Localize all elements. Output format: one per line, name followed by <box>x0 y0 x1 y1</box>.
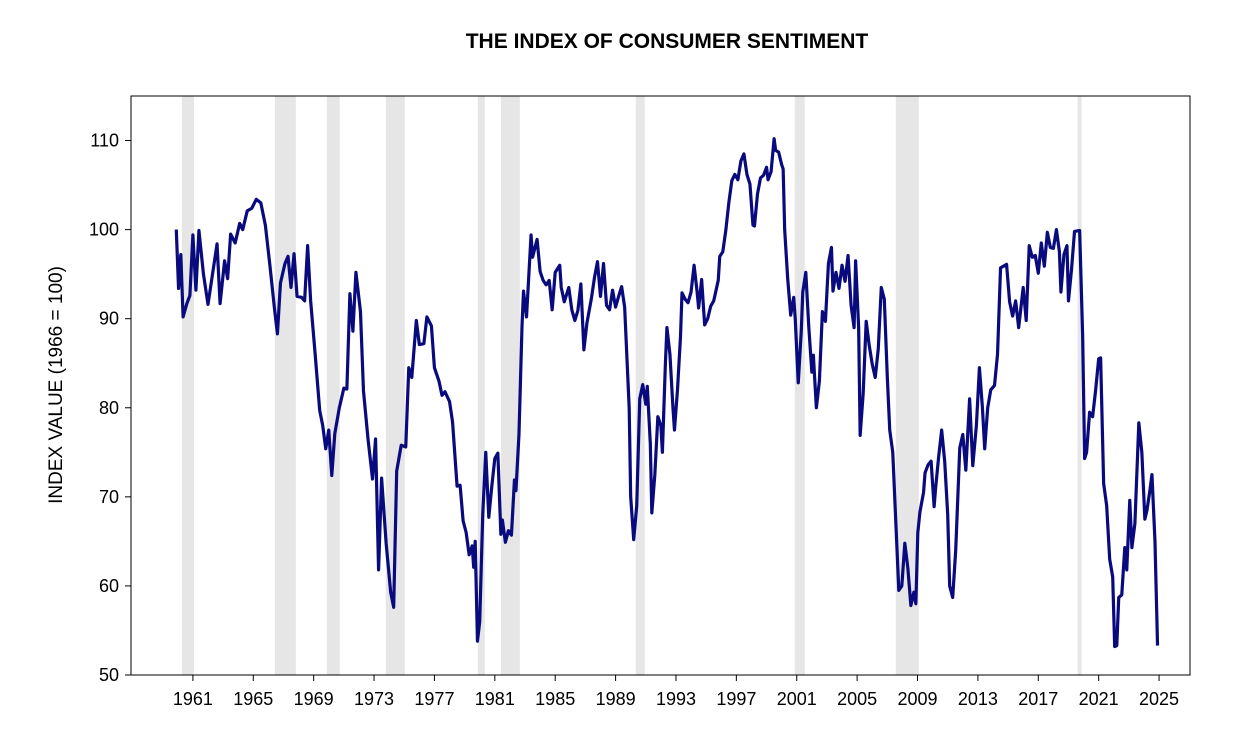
y-tick-label: 110 <box>90 131 119 151</box>
x-tick-label: 2025 <box>1139 689 1179 709</box>
x-tick-label: 1973 <box>354 689 394 709</box>
recession-band <box>181 96 194 675</box>
recession-band <box>1077 96 1082 675</box>
recession-band <box>477 96 485 675</box>
x-tick-label: 1969 <box>294 689 334 709</box>
recession-band <box>500 96 520 675</box>
y-tick-label: 60 <box>99 576 119 596</box>
sentiment-line <box>174 137 1160 649</box>
y-tick-label: 80 <box>99 398 119 418</box>
y-axis-label: INDEX VALUE (1966 = 100) <box>46 266 67 504</box>
x-tick-label: 1993 <box>656 689 696 709</box>
x-tick-label: 1981 <box>475 689 515 709</box>
recession-band <box>326 96 340 675</box>
y-tick-label: 90 <box>99 309 119 329</box>
recession-band <box>385 96 405 675</box>
x-tick-label: 2001 <box>777 689 817 709</box>
x-tick-label: 2005 <box>837 689 877 709</box>
y-tick-label: 70 <box>99 487 119 507</box>
x-tick-label: 1977 <box>414 689 454 709</box>
x-tick-label: 1985 <box>535 689 575 709</box>
x-tick-label: 1961 <box>173 689 213 709</box>
x-tick-label: 2013 <box>958 689 998 709</box>
x-tick-label: 1965 <box>233 689 273 709</box>
x-tick-label: 2017 <box>1018 689 1058 709</box>
recession-band <box>635 96 645 675</box>
x-tick-label: 1989 <box>596 689 636 709</box>
y-tick-label: 100 <box>89 220 119 240</box>
x-tick-label: 2009 <box>897 689 937 709</box>
chart-title: THE INDEX OF CONSUMER SENTIMENT <box>466 30 869 53</box>
recession-band <box>794 96 805 675</box>
recession-band <box>274 96 296 675</box>
recession-band <box>895 96 919 675</box>
plot-frame <box>130 95 1191 676</box>
x-tick-label: 1997 <box>716 689 756 709</box>
y-tick-label: 50 <box>99 665 119 685</box>
x-tick-label: 2021 <box>1079 689 1119 709</box>
